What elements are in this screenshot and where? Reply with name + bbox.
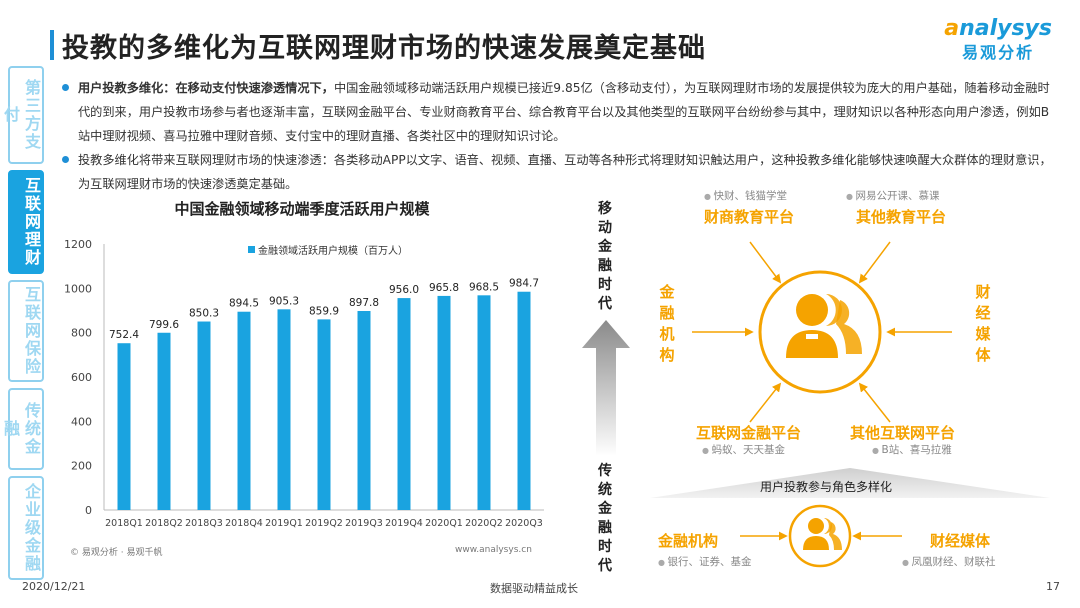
title-accent-bar [50,30,54,60]
banner-text: 用户投教参与角色多样化 [760,480,893,494]
data-label: 897.8 [349,297,379,309]
top-left-note: 快财、钱猫学堂 [704,188,788,203]
y-tick-label: 200 [71,460,92,473]
bar [197,321,211,510]
bottom-right-note: B站、喜马拉雅 [872,442,952,457]
chart-url: www.analysys.cn [455,545,532,555]
side-tab-enterprise-finance[interactable]: 企业级金融 [8,476,44,580]
bar [157,332,171,510]
x-tick-label: 2019Q3 [345,518,383,529]
page-title: 投教的多维化为互联网理财市场的快速发展奠定基础 [62,33,706,64]
timeline-top-label: 移动金融时代 [598,201,612,312]
bullet-list: 用户投教多维化：在移动支付快速渗透情况下，中国金融领域移动端活跃用户规模已接近9… [62,76,1058,196]
data-label: 799.6 [149,319,179,331]
top-right-head: 其他教育平台 [856,208,947,226]
data-label: 850.3 [189,308,219,320]
low-left-head: 金融机构 [658,532,719,550]
top-right-note: 网易公开课、慕课 [846,188,940,203]
bar [317,319,331,510]
banner-shape [650,468,1050,498]
data-label: 968.5 [469,281,499,293]
bottom-left-head: 互联网金融平台 [696,424,802,442]
bottom-right-head: 其他互联网平台 [850,424,956,442]
footer-page-number: 17 [1046,580,1060,593]
bar [357,310,371,510]
bar [237,311,251,510]
bar [477,295,491,510]
chart-title: 中国金融领域移动端季度活跃用户规模 [174,200,430,218]
bar [437,295,451,510]
data-label: 984.7 [509,278,539,290]
footer-slogan: 数据驱动精益成长 [490,582,578,595]
x-tick-label: 2019Q2 [305,518,343,529]
low-left-note: 银行、证券、基金 [658,554,752,569]
low-right-note: 凤凰财经、财联社 [902,554,996,569]
x-tick-label: 2018Q2 [145,518,183,529]
users-icon [786,294,862,358]
data-label: 956.0 [389,284,419,296]
x-tick-label: 2019Q1 [265,518,303,529]
y-tick-label: 1200 [64,238,92,251]
bottom-left-note: 蚂蚁、天天基金 [702,442,786,457]
x-tick-label: 2018Q4 [225,518,263,529]
bullet-item: 投教多维化将带来互联网理财市场的快速渗透：各类移动APP以文字、语音、视频、直播… [62,148,1058,196]
side-tab-traditional-finance[interactable]: 传统金融 [1,388,44,470]
x-tick-label: 2020Q2 [465,518,503,529]
timeline-bottom-label: 传统金融时代 [598,463,612,574]
data-label: 965.8 [429,282,459,294]
data-label: 859.9 [309,305,339,317]
low-right-head: 财经媒体 [930,532,991,550]
small-circle [788,504,852,568]
bullet-item: 用户投教多维化：在移动支付快速渗透情况下，中国金融领域移动端活跃用户规模已接近9… [62,76,1058,148]
roles-diagram: 快财、钱猫学堂 财商教育平台 网易公开课、慕课 其他教育平台 金融机构 财经媒体… [640,182,1060,582]
x-tick-label: 2018Q3 [185,518,223,529]
bar-chart: 0 200 400 600 800 1000 1200 金融领域活跃用户规模（百万人） 752.… [64,238,544,529]
x-tick-label: 2020Q3 [505,518,543,529]
x-tick-label: 2020Q1 [425,518,463,529]
x-tick-label: 2018Q1 [105,518,143,529]
side-nav: 第三方支付 互联网理财 互联网保险 传统金融 企业级金融 [1,66,44,586]
users-icon-small [803,518,842,550]
side-tab-internet-insurance[interactable]: 互联网保险 [8,280,44,382]
y-tick-label: 1000 [64,282,92,295]
analysys-logo: analysys 易观分析 [944,16,1052,62]
right-vert-label: 财经媒体 [975,283,991,364]
y-tick-label: 0 [85,504,92,517]
bar [397,298,411,510]
chart-source: © 易观分析 · 易观千帆 [70,548,163,558]
legend-label: 金融领域活跃用户规模（百万人） [258,244,408,257]
bar [117,343,131,510]
footer-date: 2020/12/21 [22,580,86,593]
top-left-head: 财商教育平台 [704,208,795,226]
side-tab-third-party-payment[interactable]: 第三方支付 [1,66,44,164]
data-label: 905.3 [269,295,299,307]
timeline-arrow [582,320,630,456]
side-tab-internet-wealth[interactable]: 互联网理财 [8,170,44,274]
diagram-graphics [650,241,1050,568]
legend-swatch [248,246,255,253]
data-label: 894.5 [229,298,259,310]
bar [517,291,531,510]
y-tick-label: 600 [71,371,92,384]
y-tick-label: 400 [71,415,92,428]
y-tick-label: 800 [71,327,92,340]
x-tick-label: 2019Q4 [385,518,423,529]
data-label: 752.4 [109,329,139,341]
left-vert-label: 金融机构 [659,283,675,364]
bar [277,309,291,510]
